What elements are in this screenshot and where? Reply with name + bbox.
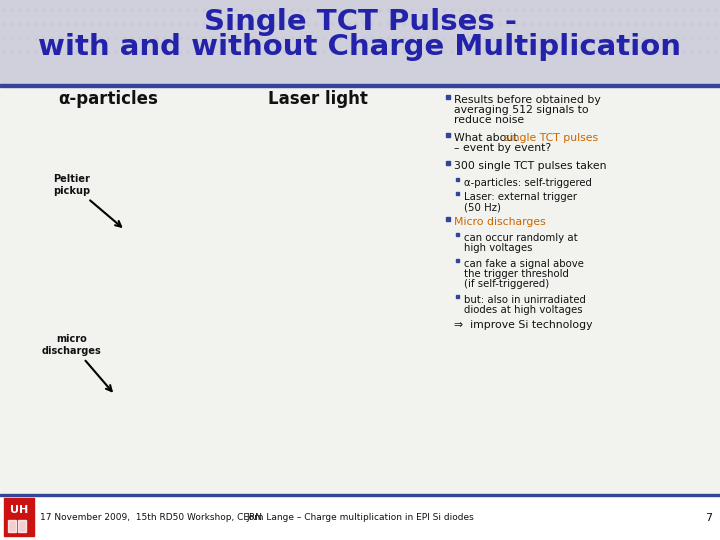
Text: – event by event?: – event by event? (454, 143, 551, 153)
Text: Laser light: Laser light (268, 90, 368, 108)
Text: ⇒  improve Si technology: ⇒ improve Si technology (454, 320, 593, 330)
Text: but: also in unirradiated: but: also in unirradiated (464, 295, 586, 305)
Legend: unirradiated, 300V, $10^{14}$cm$^{-2}$, 200V (CCE~0.5), $10^{14}$cm$^{-2}$, 520V: unirradiated, 300V, $10^{14}$cm$^{-2}$, … (328, 430, 416, 475)
Text: α-particles: self-triggered: α-particles: self-triggered (464, 178, 592, 188)
Bar (446, 217, 450, 221)
Bar (0, 85, 720, 494)
Text: 300 single TCT pulses taken: 300 single TCT pulses taken (454, 161, 606, 171)
Point (297, 401, 309, 409)
Text: reduce noise: reduce noise (454, 115, 524, 125)
Point (268, 407, 279, 415)
Text: with and without Charge Multiplication: with and without Charge Multiplication (38, 33, 682, 61)
Point (379, 322, 391, 330)
Bar (456, 233, 459, 236)
Text: TCT Current Signals
670 nm
$10^{10}$cm$^{-3}$, 650V, CCE~2: TCT Current Signals 670 nm $10^{10}$cm$^… (138, 111, 215, 132)
X-axis label: t[ns]: t[ns] (122, 489, 138, 496)
Text: ×10⁻²: ×10⁻² (399, 469, 415, 475)
Bar (456, 295, 459, 298)
Text: α-particles: α-particles (58, 90, 158, 108)
Text: Single TCT Pulses -: Single TCT Pulses - (204, 8, 516, 36)
Text: Results before obtained by: Results before obtained by (454, 95, 600, 105)
Text: can fake a signal above: can fake a signal above (464, 259, 584, 269)
Bar (456, 178, 459, 181)
Bar (0, 494, 720, 540)
Bar (8, 520, 16, 532)
Bar (0, 84, 720, 87)
Point (277, 406, 289, 414)
Text: single TCT pulses: single TCT pulses (504, 133, 598, 143)
Text: 7: 7 (705, 513, 712, 523)
Text: averaging 512 signals to: averaging 512 signals to (454, 105, 589, 115)
Text: TCT Current Signals
670 nm
unirr., 300V: TCT Current Signals 670 nm unirr., 300V (153, 313, 215, 329)
Point (264, 406, 275, 414)
Y-axis label: I [V/50Ω]: I [V/50Ω] (11, 379, 16, 407)
Text: What about: What about (454, 133, 521, 143)
Text: diodes at high voltages: diodes at high voltages (464, 305, 582, 315)
Bar (4, 498, 34, 536)
Bar (0, 494, 720, 496)
X-axis label: t[ns]: t[ns] (122, 288, 138, 294)
Text: TCT Current Signals
α-particles
unirr., 300V: TCT Current Signals α-particles unirr., … (351, 111, 413, 128)
Point (336, 389, 348, 397)
Text: high voltages: high voltages (464, 243, 533, 253)
Bar (446, 133, 450, 137)
Y-axis label: I [V/50Ω]: I [V/50Ω] (11, 178, 16, 205)
Y-axis label: Noise [V/Ω]
×10⁻²: Noise [V/Ω] ×10⁻² (207, 376, 218, 410)
Bar (456, 259, 459, 262)
X-axis label: t[ns]: t[ns] (320, 288, 336, 294)
X-axis label: Mean Collected Charge Q [a.u.]: Mean Collected Charge Q [a.u.] (279, 489, 378, 494)
Y-axis label: I [V/50Ω]: I [V/50Ω] (210, 178, 215, 205)
Title: TCT Baseline Noise at t=0, α-particles: TCT Baseline Noise at t=0, α-particles (262, 299, 395, 305)
Bar (446, 95, 450, 99)
Point (271, 403, 283, 411)
Text: Peltier
pickup: Peltier pickup (53, 174, 121, 227)
Bar (18, 520, 26, 532)
Point (266, 404, 277, 413)
Text: Laser: external trigger: Laser: external trigger (464, 192, 577, 202)
Text: can occur randomly at: can occur randomly at (464, 233, 577, 243)
Text: 17 November 2009,  15th RD50 Workshop, CERN: 17 November 2009, 15th RD50 Workshop, CE… (40, 514, 262, 523)
Text: (if self-triggered): (if self-triggered) (464, 279, 549, 289)
Text: (50 Hz): (50 Hz) (464, 202, 501, 212)
Bar (0, 0, 720, 85)
Bar (446, 161, 450, 165)
Point (346, 387, 357, 396)
Text: UH: UH (10, 505, 28, 515)
Text: Micro discharges: Micro discharges (454, 217, 546, 227)
Text: micro
discharges: micro discharges (42, 334, 112, 391)
Text: the trigger threshold: the trigger threshold (464, 269, 569, 279)
Bar (456, 192, 459, 195)
Text: Jörn Lange – Charge multiplication in EPI Si diodes: Jörn Lange – Charge multiplication in EP… (246, 514, 474, 523)
